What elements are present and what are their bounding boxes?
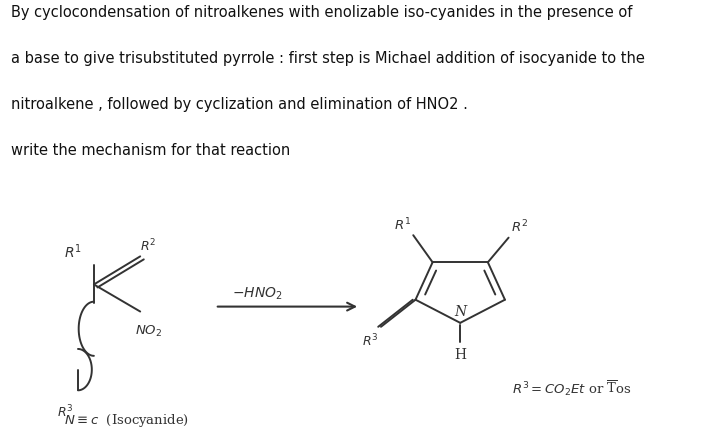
Text: $R^2$: $R^2$ (511, 219, 528, 236)
Text: H: H (454, 349, 467, 362)
Text: write the mechanism for that reaction: write the mechanism for that reaction (11, 143, 290, 158)
Text: $R^3 = CO_2Et$ or $\mathregular{\overline{T}os}$: $R^3 = CO_2Et$ or $\mathregular{\overlin… (512, 378, 632, 397)
Text: a base to give trisubstituted pyrrole : first step is Michael addition of isocya: a base to give trisubstituted pyrrole : … (11, 51, 644, 66)
Text: N: N (454, 305, 467, 319)
Text: $R^1$: $R^1$ (64, 243, 82, 262)
Text: $N$$\equiv$$c$  (Isocyanide): $N$$\equiv$$c$ (Isocyanide) (64, 412, 189, 429)
Text: $-HNO_2$: $-HNO_2$ (232, 286, 283, 302)
Text: $R^3$: $R^3$ (361, 333, 378, 349)
Text: $NO_2$: $NO_2$ (135, 324, 163, 339)
Text: $R^1$: $R^1$ (394, 217, 411, 233)
Text: $R^2$: $R^2$ (140, 238, 156, 254)
Text: $R^3$: $R^3$ (58, 404, 73, 421)
Text: By cyclocondensation of nitroalkenes with enolizable iso-cyanides in the presenc: By cyclocondensation of nitroalkenes wit… (11, 5, 632, 20)
Text: nitroalkene , followed by cyclization and elimination of HNO2 .: nitroalkene , followed by cyclization an… (11, 97, 468, 112)
